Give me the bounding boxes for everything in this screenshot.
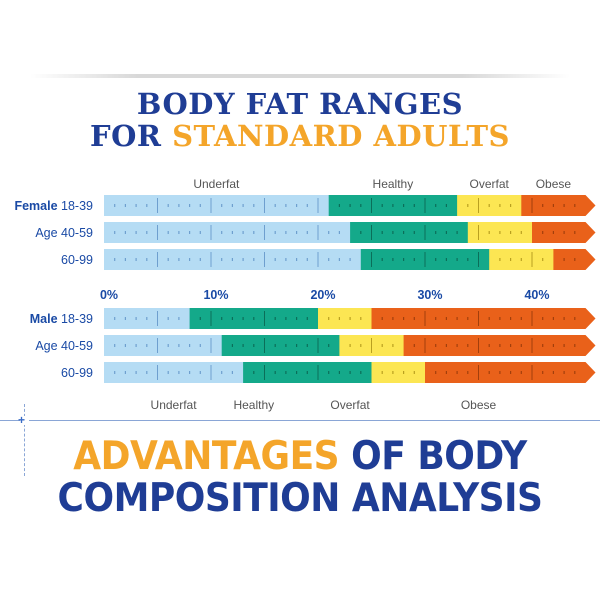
male-row-label-text: 18-39 [61, 312, 93, 326]
female-bar-1-segment-underfat [104, 222, 351, 243]
male-bar-1-arrow [585, 335, 596, 356]
male-row-label-1: Age 40-59 [35, 339, 93, 353]
male-bar-0-segment-overfat [318, 308, 372, 329]
divider-horizontal [0, 420, 600, 421]
female-bar-1-segment-obese [532, 222, 586, 243]
bottom-title-line-2: COMPOSITION ANALYSIS [57, 476, 543, 521]
bottom-title-rest: OF BODY [351, 434, 527, 479]
male-bar-2-arrow [585, 362, 596, 383]
female-bar-1-arrow [585, 222, 596, 243]
male-category-label-healthy: Healthy [233, 398, 274, 412]
female-bar-0-segment-underfat [104, 195, 330, 216]
female-row-label-text: Age 40-59 [35, 226, 93, 240]
female-category-label-underfat: Underfat [193, 177, 240, 191]
divider-vertical [24, 404, 26, 476]
female-row-label-text: 60-99 [61, 253, 93, 267]
divider-marker-bg [20, 416, 29, 425]
title-line-1: BODY FAT RANGES [136, 87, 464, 121]
title-prefix: FOR [90, 119, 162, 153]
female-row-label-0: Female 18-39 [14, 199, 93, 213]
x-tick-label-30: 30% [417, 288, 442, 302]
male-bar-2-segment-underfat [104, 362, 244, 383]
female-category-label-overfat: Overfat [470, 177, 510, 191]
body-fat-range-chart: Female 18-39 Age 40-59 60-99 Male 18-39 Age … [14, 177, 596, 412]
male-row-label-text: 60-99 [61, 366, 93, 380]
title-block: BODY FAT RANGES FOR STANDARD ADULTS [0, 88, 600, 152]
bottom-title-highlight: ADVANTAGES [73, 434, 340, 479]
male-row-label-bold: Male [30, 312, 61, 326]
female-row-label-text: 18-39 [61, 199, 93, 213]
female-row-label-bold: Female [14, 199, 61, 213]
female-bar-1-segment-healthy [350, 222, 469, 243]
top-rule [30, 74, 570, 78]
male-bar-1-segment-underfat [104, 335, 223, 356]
male-bar-2-segment-overfat [371, 362, 426, 383]
x-tick-label-10: 10% [203, 288, 228, 302]
female-category-label-obese: Obese [536, 177, 572, 191]
male-row-label-0: Male 18-39 [30, 312, 93, 326]
title-line-2: FOR STANDARD ADULTS [0, 120, 600, 152]
plus-icon: + [18, 413, 26, 427]
female-row-label-2: 60-99 [61, 253, 93, 267]
male-bar-2-segment-obese [425, 362, 586, 383]
female-bar-0-arrow [585, 195, 596, 216]
male-category-label-overfat: Overfat [330, 398, 370, 412]
female-bar-2-segment-obese [553, 249, 586, 270]
x-tick-label-40: 40% [524, 288, 549, 302]
male-category-label-underfat: Underfat [151, 398, 198, 412]
male-category-label-obese: Obese [461, 398, 497, 412]
male-bar-1-segment-obese [403, 335, 586, 356]
title-highlight: STANDARD ADULTS [172, 119, 510, 153]
female-bar-2-arrow [585, 249, 596, 270]
male-row-label-2: 60-99 [61, 366, 93, 380]
female-category-label-healthy: Healthy [373, 177, 414, 191]
bottom-title-block: ADVANTAGES OF BODY COMPOSITION ANALYSIS [0, 434, 600, 521]
female-row-label-1: Age 40-59 [35, 226, 93, 240]
x-tick-label-0: 0% [100, 288, 118, 302]
bottom-title-line-1: ADVANTAGES OF BODY [0, 434, 600, 479]
male-row-label-text: Age 40-59 [35, 339, 93, 353]
male-bar-1-segment-healthy [221, 335, 340, 356]
x-tick-label-20: 20% [310, 288, 335, 302]
male-bar-0-arrow [585, 308, 596, 329]
